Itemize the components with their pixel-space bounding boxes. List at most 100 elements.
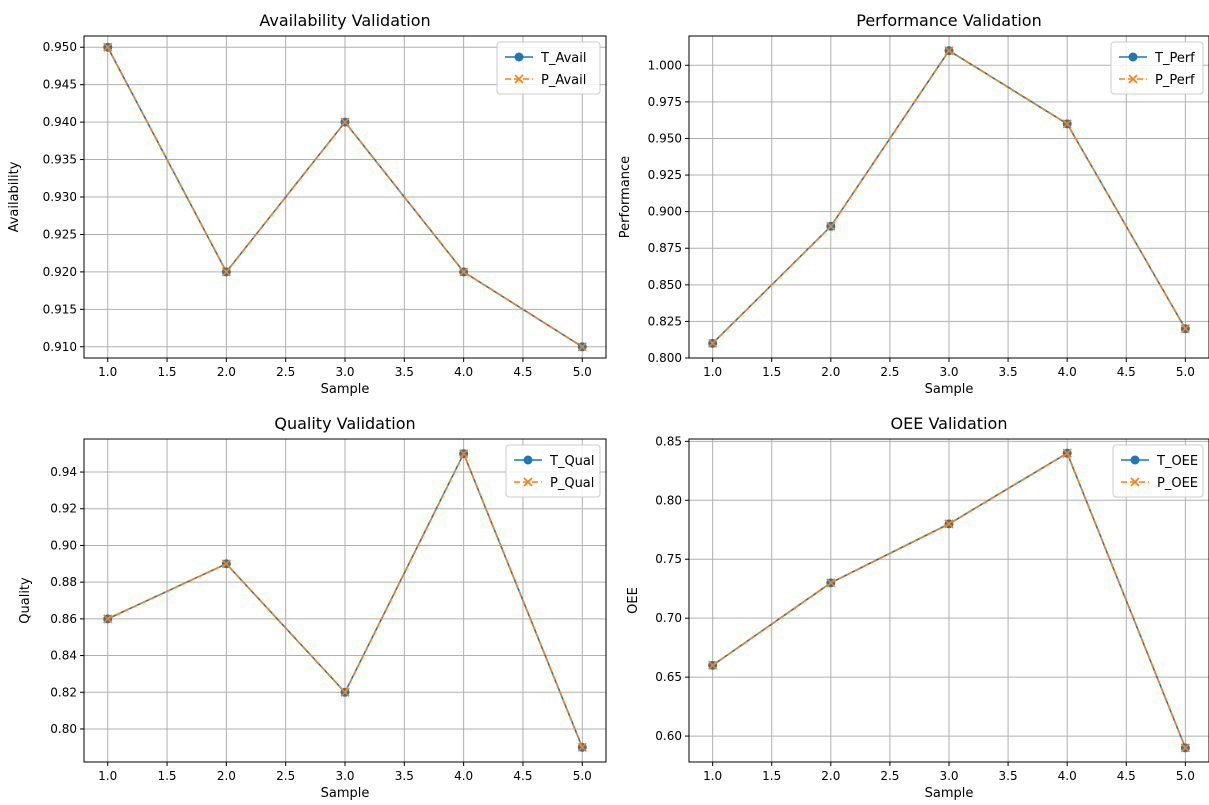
legend-label: P_OEE [1157,476,1198,491]
subplot-1: 1.0 1.5 2.0 2.5 3.0 3.5 4.0 4.5 5.0 0.910 0.915 0.9… [7,11,607,397]
y-tick-label: 0.65 [655,670,682,684]
x-tick-label: 2.5 [880,365,899,379]
data-point-P_Avail [103,42,113,52]
legend: T_Qual P_Qual [505,444,601,498]
x-tick-label: 4.0 [454,769,473,783]
y-tick-label: 0.75 [655,552,682,566]
x-tick-label: 5.0 [573,365,592,379]
data-point-P_Avail [340,117,350,127]
y-tick-label: 0.80 [655,493,682,507]
y-tick-label: 0.82 [50,685,77,699]
y-tick-label: 0.975 [648,95,682,109]
data-point-P_Perf [708,338,718,348]
x-axis-label: Sample [321,382,370,397]
y-tick-label: 0.86 [50,612,77,626]
legend-marker-T_Avail [514,52,524,62]
data-point-P_OEE [944,519,954,529]
x-tick-label: 3.5 [999,365,1018,379]
data-point-P_OEE [1062,448,1072,458]
legend-marker-T_OEE [1130,455,1140,465]
y-tick-label: 0.915 [43,302,77,316]
y-tick-label: 0.920 [43,265,77,279]
chart-title: Performance Validation [856,11,1041,30]
y-tick-label: 0.80 [50,722,77,736]
y-tick-label: 0.925 [648,168,682,182]
y-tick-label: 0.800 [648,351,682,365]
x-tick-label: 4.0 [1058,769,1077,783]
y-tick-label: 0.60 [655,729,682,743]
y-tick-label: 0.850 [648,278,682,292]
y-tick-label: 0.92 [50,502,77,516]
data-point-P_Perf [826,221,836,231]
x-tick-label: 4.0 [454,365,473,379]
y-tick-label: 0.950 [648,131,682,145]
x-tick-label: 3.0 [939,365,958,379]
y-tick-label: 0.94 [50,465,77,479]
data-point-P_Qual [221,559,231,569]
legend-label: T_OEE [1156,454,1198,469]
x-tick-label: 5.0 [1176,769,1195,783]
legend-marker-P_OEE [1130,477,1140,487]
x-tick-label: 2.0 [217,365,236,379]
chart-title: OEE Validation [891,414,1008,433]
x-tick-label: 2.5 [880,769,899,783]
data-point-P_Perf [1180,324,1190,334]
data-point-P_Qual [577,742,587,752]
legend-label: P_Perf [1155,73,1195,88]
y-tick-label: 0.925 [43,227,77,241]
legend: T_Avail P_Avail [496,41,601,95]
x-axis-label: Sample [321,786,370,801]
x-tick-label: 4.5 [513,365,532,379]
y-axis-label: OEE [626,587,641,614]
y-tick-label: 0.70 [655,611,682,625]
data-point-P_Avail [459,267,469,277]
legend-label: T_Qual [549,454,595,469]
y-tick-label: 0.910 [43,340,77,354]
y-tick-label: 0.84 [50,649,77,663]
subplot-3: 1.0 1.5 2.0 2.5 3.0 3.5 4.0 4.5 5.0 0.80 0.82 0.84 0… [18,414,607,801]
x-tick-label: 5.0 [1176,365,1195,379]
x-tick-label: 3.5 [395,769,414,783]
y-tick-label: 1.000 [648,58,682,72]
data-point-P_Qual [103,614,113,624]
x-tick-label: 2.0 [217,769,236,783]
y-tick-label: 0.85 [655,434,682,448]
legend-label: T_Avail [540,51,586,66]
x-tick-label: 1.5 [762,769,781,783]
x-tick-label: 1.5 [762,365,781,379]
y-tick-label: 0.88 [50,575,77,589]
x-tick-label: 2.5 [276,365,295,379]
data-point-P_Avail [221,267,231,277]
x-tick-label: 2.0 [821,769,840,783]
y-tick-label: 0.935 [43,153,77,167]
data-point-P_Perf [1062,119,1072,129]
x-tick-label: 4.5 [513,769,532,783]
x-tick-label: 1.5 [157,769,176,783]
data-point-P_Avail [577,342,587,352]
data-point-P_OEE [1180,743,1190,753]
x-tick-label: 3.5 [999,769,1018,783]
chart-title: Quality Validation [274,414,415,433]
y-tick-label: 0.945 [43,78,77,92]
series-line-P_Qual [107,451,584,748]
y-tick-label: 0.825 [648,314,682,328]
subplot-2: 1.0 1.5 2.0 2.5 3.0 3.5 4.0 4.5 5.0 0.800 0.825 0.8… [618,11,1209,397]
y-tick-label: 0.950 [43,40,77,54]
x-tick-label: 4.5 [1117,365,1136,379]
y-tick-label: 0.930 [43,190,77,204]
data-point-P_Qual [459,449,469,459]
x-tick-label: 1.0 [703,365,722,379]
y-axis-label: Performance [618,156,633,238]
data-point-P_OEE [826,578,836,588]
data-point-P_Perf [944,46,954,56]
x-tick-label: 2.0 [821,365,840,379]
y-tick-label: 0.940 [43,115,77,129]
x-tick-label: 3.0 [335,365,354,379]
data-point-P_OEE [708,660,718,670]
legend-marker-T_Qual [523,455,533,465]
legend-marker-T_Perf [1128,52,1138,62]
legend-label: P_Qual [550,476,594,491]
subplot-4: 1.0 1.5 2.0 2.5 3.0 3.5 4.0 4.5 5.0 0.60 0.65 0.70 0… [626,414,1209,801]
data-point-P_Qual [340,687,350,697]
